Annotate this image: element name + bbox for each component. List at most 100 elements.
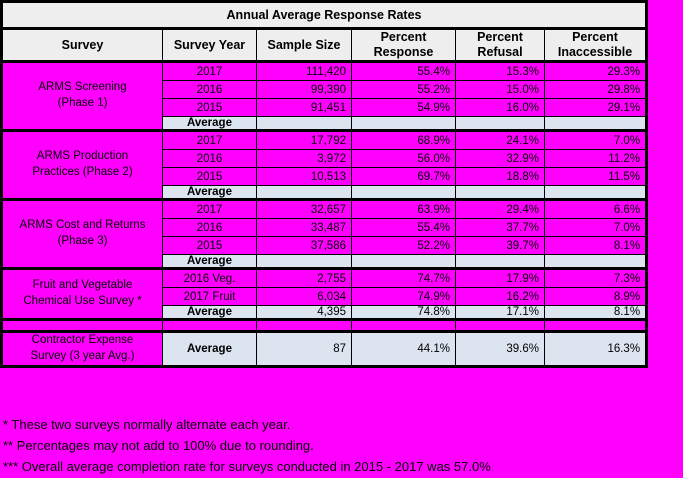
percent-refusal-cell: 24.1% [455,130,545,150]
percent-response-cell [351,116,456,131]
sample-size-cell [256,254,352,269]
footnotes: * These two surveys normally alternate e… [3,414,491,477]
percent-inaccessible-cell: 6.6% [543,199,648,219]
sample-size-cell [256,185,352,200]
average-label-cell: Average [162,331,257,367]
survey-name-line: Practices (Phase 2) [32,166,133,178]
sample-size-cell [256,116,352,131]
footnote-alternate-years: * These two surveys normally alternate e… [3,417,291,432]
section-arms-cost-returns: ARMS Cost and Returns (Phase 3) 2017 32,… [1,199,648,269]
average-row: Average 4,395 74.8% 17.1% 8.1% [2,305,648,320]
percent-inaccessible-cell: 29.8% [543,80,648,99]
spacer-section [1,319,648,332]
percent-inaccessible-cell: 7.3% [543,268,648,288]
sample-size-cell: 2,755 [256,268,352,288]
sample-size-cell: 3,972 [256,149,352,168]
sample-size-cell: 6,034 [256,287,352,306]
average-label-cell: Average [162,185,257,200]
sample-size-cell: 37,586 [256,236,352,255]
percent-refusal-cell [455,254,545,269]
percent-response-cell: 56.0% [351,149,456,168]
col-header-percent-refusal: Percent Refusal [455,28,545,63]
percent-response-cell: 74.9% [351,287,456,306]
percent-response-cell: 68.9% [351,130,456,150]
percent-response-cell: 55.4% [351,61,456,81]
sample-size-cell: 91,451 [256,98,352,117]
percent-response-cell: 55.4% [351,218,456,237]
table-row: 2016 3,972 56.0% 32.9% 11.2% [2,149,648,168]
empty-cell [543,319,648,332]
sample-size-cell: 10,513 [256,167,352,186]
sample-size-cell: 32,657 [256,199,352,219]
survey-name-line: ARMS Screening [38,81,127,94]
percent-refusal-cell: 16.0% [455,98,545,117]
survey-name-line: Contractor Expense [31,334,134,347]
col-header-sample-size: Sample Size [256,28,352,63]
percent-refusal-cell [455,116,545,131]
percent-refusal-cell: 17.1% [455,305,545,320]
percent-refusal-cell [455,185,545,200]
empty-cell [1,319,163,332]
table-row: Contractor Expense Survey (3 year Avg.) … [1,331,648,367]
survey-name-cell: ARMS Production Practices (Phase 2) [1,130,163,200]
percent-refusal-cell: 17.9% [455,268,545,288]
percent-refusal-cell: 37.7% [455,218,545,237]
percent-inaccessible-cell: 7.0% [543,130,648,150]
percent-response-cell: 54.9% [351,98,456,117]
empty-cell [162,319,257,332]
table-row: Fruit and Vegetable Chemical Use Survey … [1,268,648,320]
survey-name-line: ARMS Production [36,150,129,163]
percent-inaccessible-cell: 8.9% [543,287,648,306]
percent-response-cell: 69.7% [351,167,456,186]
percent-refusal-cell: 39.6% [455,331,545,367]
year-cell: 2016 [162,218,257,237]
percent-response-cell: 74.8% [351,305,456,320]
survey-name-cell: ARMS Screening (Phase 1) [1,61,163,131]
spacer-row [1,319,648,332]
table-row: 2016 99,390 55.2% 15.0% 29.8% [2,80,648,99]
percent-refusal-cell: 15.3% [455,61,545,81]
average-row: Average [2,116,648,131]
percent-response-cell: 63.9% [351,199,456,219]
table-row: ARMS Production Practices (Phase 2) 2017… [1,130,648,200]
survey-name-line: Fruit and Vegetable [32,279,133,292]
footnote-rounding: ** Percentages may not add to 100% due t… [3,438,314,453]
average-label-cell: Average [162,305,257,320]
year-cell: 2017 [162,199,257,219]
average-label-cell: Average [162,254,257,269]
table-row: 2016 33,487 55.4% 37.7% 7.0% [2,218,648,237]
response-rates-table: Annual Average Response Rates Survey Sur… [0,0,649,368]
percent-response-cell: 55.2% [351,80,456,99]
section-fruit-vegetable: Fruit and Vegetable Chemical Use Survey … [1,268,648,320]
sample-size-cell: 33,487 [256,218,352,237]
sample-size-cell: 99,390 [256,80,352,99]
percent-refusal-cell: 39.7% [455,236,545,255]
table-title-row: Annual Average Response Rates [0,1,648,30]
percent-inaccessible-cell: 7.0% [543,218,648,237]
table-row: ARMS Screening (Phase 1) 2017 111,420 55… [1,61,648,131]
year-cell: 2015 [162,98,257,117]
sample-size-cell: 111,420 [256,61,352,81]
col-header-survey-year: Survey Year [162,28,257,63]
percent-inaccessible-cell [543,185,648,200]
year-cell: 2015 [162,167,257,186]
percent-inaccessible-cell: 29.1% [543,98,648,117]
year-cell: 2016 Veg. [162,268,257,288]
year-cell: 2016 [162,80,257,99]
table-row: 2017 Fruit 6,034 74.9% 16.2% 8.9% [2,287,648,306]
table-title: Annual Average Response Rates [0,1,648,30]
survey-name-line: Chemical Use Survey * [23,295,142,307]
year-cell: 2017 Fruit [162,287,257,306]
response-rates-table-container: Annual Average Response Rates Survey Sur… [0,0,649,368]
sample-size-cell: 87 [256,331,352,367]
col-header-percent-inaccessible: Percent Inaccessible [543,28,648,63]
section-contractor-expense: Contractor Expense Survey (3 year Avg.) … [1,331,648,367]
percent-response-cell: 52.2% [351,236,456,255]
year-cell: 2017 [162,61,257,81]
percent-inaccessible-cell: 11.5% [543,167,648,186]
average-row: Average [2,254,648,269]
survey-name-line: (Phase 1) [57,97,108,109]
col-header-survey: Survey [1,28,163,63]
section-arms-production: ARMS Production Practices (Phase 2) 2017… [1,130,648,200]
percent-refusal-cell: 16.2% [455,287,545,306]
